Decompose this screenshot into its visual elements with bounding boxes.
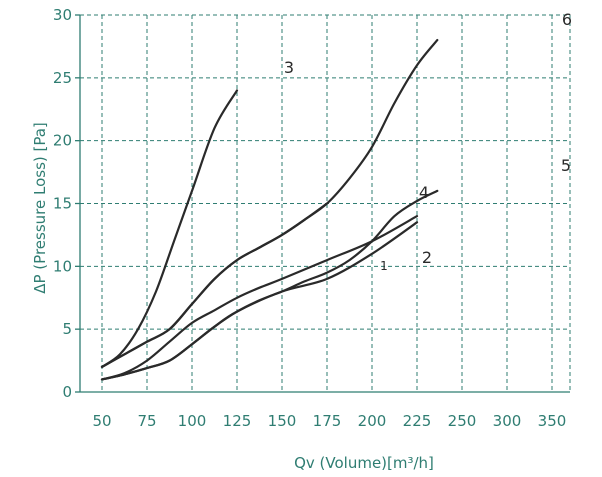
series-label-6: 6 <box>562 10 572 29</box>
y-tick-label: 0 <box>62 383 72 401</box>
x-tick-label: 75 <box>137 412 156 430</box>
y-axis-label: ΔP (Pressure Loss) [Pa] <box>31 122 49 294</box>
series-line-6 <box>100 39 439 368</box>
y-tick-label: 5 <box>62 320 72 338</box>
y-tick-label: 25 <box>53 69 72 87</box>
y-tick-label: 10 <box>53 257 72 275</box>
x-tick-label: 250 <box>448 412 477 430</box>
x-tick-label: 125 <box>223 412 252 430</box>
x-tick-label: 350 <box>538 412 567 430</box>
x-tick-label: 225 <box>403 412 432 430</box>
series-label-3: 3 <box>284 58 294 77</box>
x-tick-label: 150 <box>268 412 297 430</box>
series-labels: 1 2 3 4 5 6 <box>284 10 572 273</box>
y-tick-label: 30 <box>53 6 72 24</box>
y-tick-label: 15 <box>53 195 72 213</box>
series-lines <box>100 39 439 381</box>
series-label-1: 1 <box>380 259 388 273</box>
x-tick-label: 300 <box>493 412 522 430</box>
axes <box>75 14 571 393</box>
x-tick-label: 200 <box>358 412 387 430</box>
x-axis-label: Qv (Volume)[m³/h] <box>294 454 434 472</box>
series-line-3 <box>100 89 239 368</box>
tick-labels: 0 5 10 15 20 25 30 50 75 100 125 150 175 200 225 250 300… <box>53 6 566 430</box>
y-tick-label: 20 <box>53 132 72 150</box>
x-tick-label: 175 <box>313 412 342 430</box>
series-label-2: 2 <box>422 248 432 267</box>
x-tick-label: 50 <box>92 412 111 430</box>
series-line-5 <box>100 189 439 381</box>
series-label-5: 5 <box>561 156 571 175</box>
x-tick-label: 100 <box>178 412 207 430</box>
grid-lines <box>80 14 570 392</box>
series-label-4: 4 <box>419 183 429 202</box>
series-line-1 <box>100 215 419 381</box>
